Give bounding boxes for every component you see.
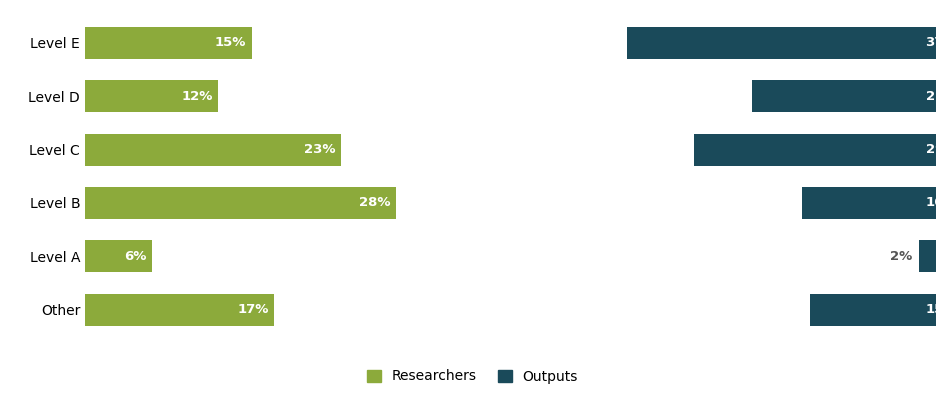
Text: 23%: 23%	[303, 143, 335, 156]
Text: 37%: 37%	[924, 36, 944, 50]
Text: 12%: 12%	[181, 89, 212, 103]
Text: 16%: 16%	[924, 196, 944, 209]
Text: 15%: 15%	[924, 303, 944, 316]
Bar	[801, 187, 935, 219]
Legend: Researchers, Outputs: Researchers, Outputs	[361, 364, 583, 389]
Text: 29%: 29%	[924, 143, 944, 156]
Text: 15%: 15%	[214, 36, 246, 50]
Text: 28%: 28%	[359, 196, 391, 209]
Text: 22%: 22%	[924, 89, 944, 103]
Bar	[85, 27, 251, 59]
Text: 2%: 2%	[889, 250, 911, 263]
Bar	[810, 293, 935, 326]
Text: 6%: 6%	[124, 250, 146, 263]
Bar	[85, 80, 218, 112]
Bar	[627, 27, 935, 59]
Bar	[85, 133, 341, 166]
Bar	[85, 293, 274, 326]
Bar	[918, 240, 935, 272]
Bar	[85, 240, 152, 272]
Bar	[751, 80, 935, 112]
Text: 17%: 17%	[237, 303, 268, 316]
Bar	[85, 187, 396, 219]
Bar	[693, 133, 935, 166]
